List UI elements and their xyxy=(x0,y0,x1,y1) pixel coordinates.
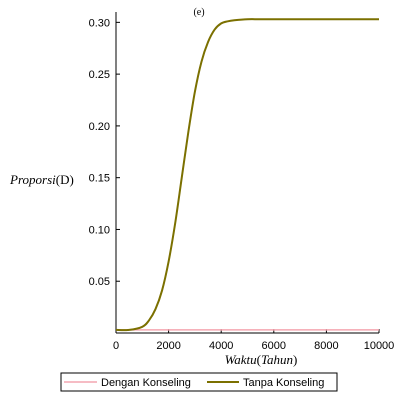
x-tick-label: 2000 xyxy=(156,340,180,352)
legend-label-dengan-konseling: Dengan Konseling xyxy=(101,377,191,389)
y-axis-title-open: ( xyxy=(56,172,60,187)
y-tick-label: 0.10 xyxy=(89,224,110,236)
x-axis-title-main: Waktu xyxy=(225,352,258,367)
x-tick-label: 8000 xyxy=(314,340,338,352)
legend: Dengan Konseling Tanpa Konseling xyxy=(60,372,338,392)
x-ticks: 0 2000 4000 6000 8000 10000 xyxy=(113,329,394,352)
y-axis-title-close: ) xyxy=(69,172,73,187)
y-tick-label: 0.25 xyxy=(89,69,110,81)
y-tick-label: 0.20 xyxy=(89,121,110,133)
x-tick-label: 10000 xyxy=(364,340,395,352)
y-tick-label: 0.30 xyxy=(89,17,110,29)
y-axis-title-unit: D xyxy=(60,172,69,187)
y-axis-title-main: Proporsi xyxy=(9,172,56,187)
x-tick-label: 4000 xyxy=(209,340,233,352)
x-tick-label: 6000 xyxy=(262,340,286,352)
y-tick-label: 0.15 xyxy=(89,173,110,185)
chart-title: (e) xyxy=(193,7,204,18)
legend-box xyxy=(60,372,338,392)
x-tick-label: 0 xyxy=(113,340,119,352)
x-axis-title-unit: Tahun xyxy=(261,352,293,367)
y-tick-label: 0.05 xyxy=(89,276,110,288)
x-axis-title: Waktu(Tahun) xyxy=(225,352,298,367)
series-line-tanpa-konseling xyxy=(115,18,379,332)
y-ticks: 0.05 0.10 0.15 0.20 0.25 0.30 xyxy=(89,17,120,288)
series-lines xyxy=(115,18,379,332)
x-axis-title-open: ( xyxy=(257,352,261,367)
x-axis-title-close: ) xyxy=(293,352,297,367)
legend-label-tanpa-konseling: Tanpa Konseling xyxy=(243,377,324,389)
y-axis-title: Proporsi(D) xyxy=(9,172,74,187)
plot-area: 0 2000 4000 6000 8000 10000 0.050.100.150.200… xyxy=(89,12,394,352)
